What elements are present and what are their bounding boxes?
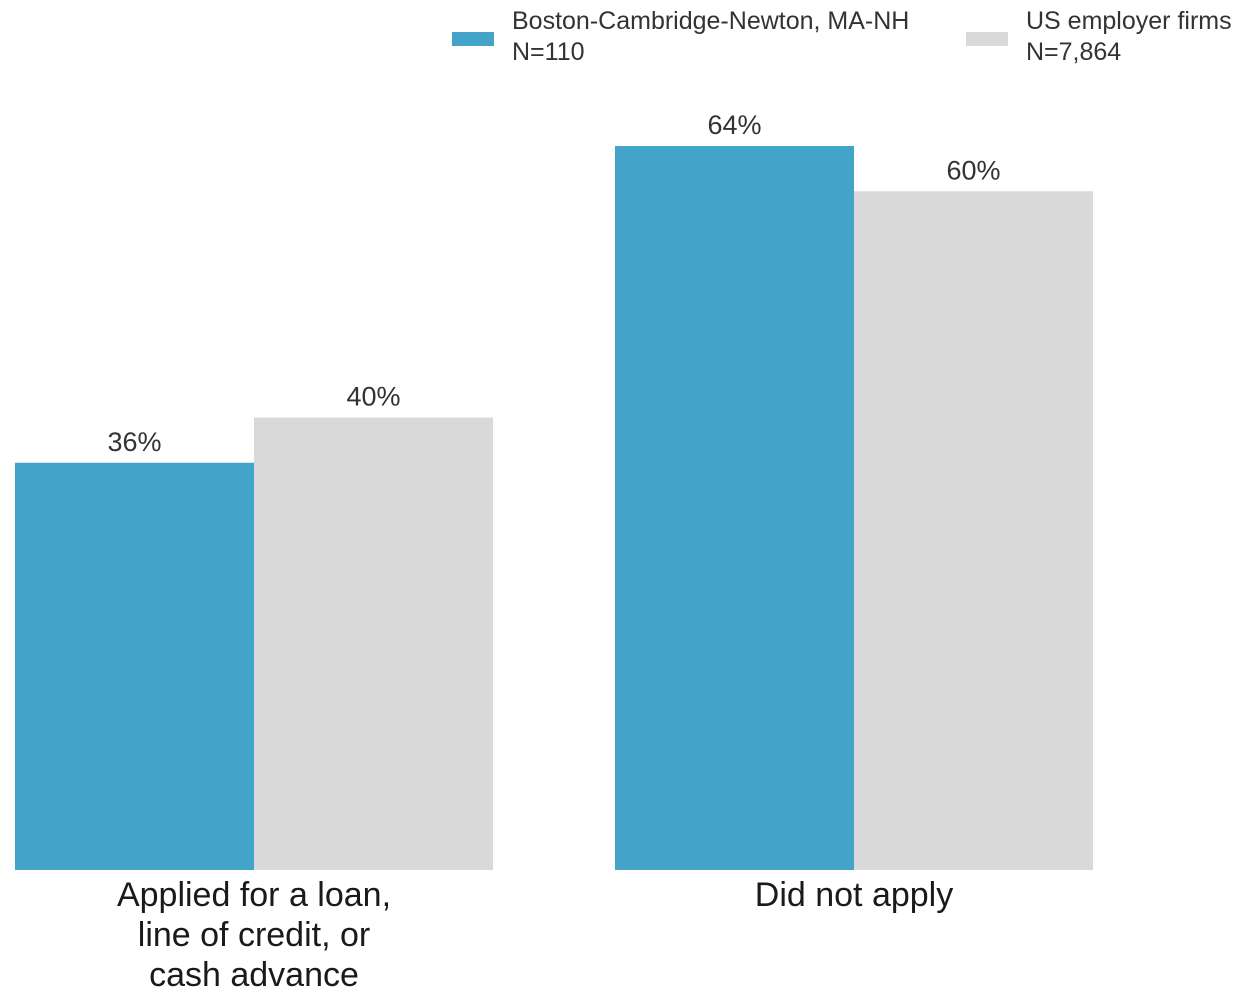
category-label-line: line of credit, or xyxy=(138,916,370,954)
legend-series-name-0: Boston-Cambridge-Newton, MA-NH xyxy=(512,7,909,35)
bars xyxy=(15,146,1093,870)
value-label-series-1-cat-0: 40% xyxy=(346,382,400,412)
category-label-0: Applied for a loan, line of credit, or cas… xyxy=(117,876,391,993)
legend-series-n-0: N=110 xyxy=(512,38,585,66)
legend: Boston-Cambridge-Newton, MA-NH N=110 US em… xyxy=(452,7,1232,66)
value-label-series-0-cat-1: 64% xyxy=(707,110,761,140)
legend-series-name-1: US employer firms xyxy=(1026,7,1232,35)
legend-series-n-1: N=7,864 xyxy=(1026,38,1121,66)
value-label-series-0-cat-0: 36% xyxy=(107,427,161,457)
bar-series-1-cat-0 xyxy=(254,417,493,870)
category-label-1: Did not apply xyxy=(755,876,953,914)
legend-swatch-1 xyxy=(966,32,1008,46)
bar-series-1-cat-1 xyxy=(854,191,1093,870)
bar-series-0-cat-1 xyxy=(615,146,854,870)
category-label-line: Did not apply xyxy=(755,876,953,914)
category-label-line: cash advance xyxy=(149,956,359,993)
value-labels: 36% 40% 64% 60% xyxy=(107,110,1000,457)
bar-series-0-cat-0 xyxy=(15,462,254,870)
legend-swatch-0 xyxy=(452,32,494,46)
value-label-series-1-cat-1: 60% xyxy=(946,155,1000,185)
category-label-line: Applied for a loan, xyxy=(117,876,391,914)
category-labels: Applied for a loan, line of credit, or cas… xyxy=(117,876,953,994)
